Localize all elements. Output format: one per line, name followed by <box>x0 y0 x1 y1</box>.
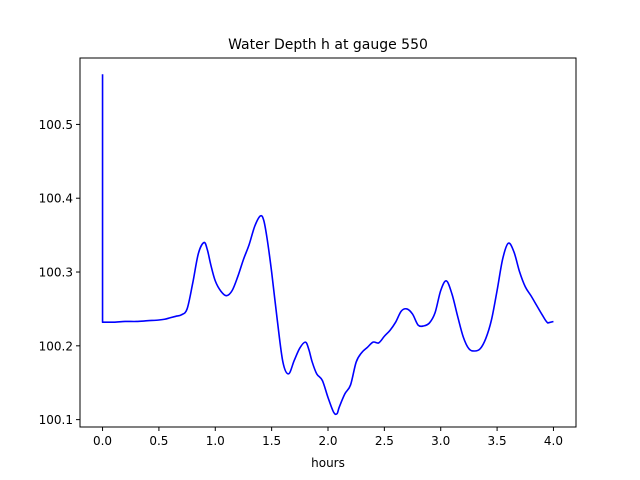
y-tick-label: 100.4 <box>39 192 73 206</box>
x-tick-label: 3.5 <box>488 434 507 448</box>
x-tick-label: 1.5 <box>262 434 281 448</box>
y-tick-label: 100.1 <box>39 413 73 427</box>
chart-title: Water Depth h at gauge 550 <box>228 37 428 53</box>
plot-lines <box>101 74 554 416</box>
y-tick-label: 100.5 <box>39 118 73 132</box>
x-axis-label: hours <box>311 456 345 470</box>
x-axis-ticks: 0.0 0.5 1.0 1.5 2.0 2.5 3.0 3.5 4.0 <box>93 427 563 448</box>
x-tick-label: 4.0 <box>544 434 563 448</box>
x-tick-label: 0.5 <box>149 434 168 448</box>
x-tick-label: 2.5 <box>375 434 394 448</box>
y-tick-label: 100.3 <box>39 266 73 280</box>
y-axis-ticks: 100.1 100.2 100.3 100.4 100.5 <box>39 118 80 427</box>
x-tick-label: 1.0 <box>206 434 225 448</box>
series-line-0 <box>101 74 554 416</box>
x-tick-label: 3.0 <box>431 434 450 448</box>
x-tick-label: 0.0 <box>93 434 112 448</box>
y-tick-label: 100.2 <box>39 339 73 353</box>
x-tick-label: 2.0 <box>318 434 337 448</box>
